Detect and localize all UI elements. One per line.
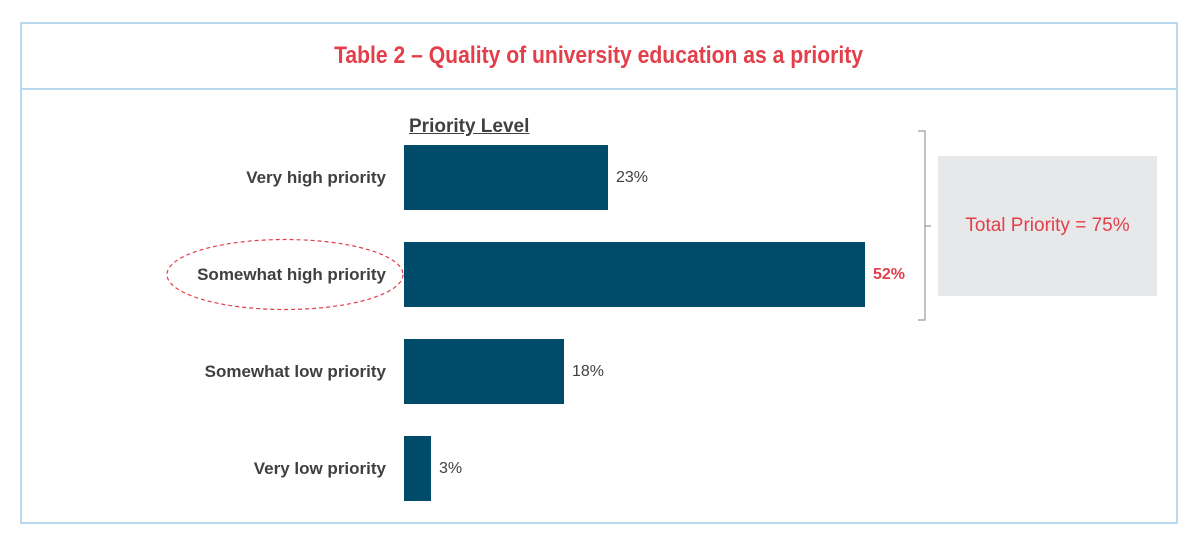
bar-very-high-priority: [404, 145, 608, 210]
category-label-somewhat-high-priority: Somewhat high priority: [197, 264, 386, 284]
value-label-somewhat-low-priority: 18%: [572, 362, 605, 380]
summary-text: Total Priority = 75%: [965, 215, 1130, 236]
chart-frame: Table 2 – Quality of university educatio…: [20, 22, 1178, 524]
bar-very-low-priority: [404, 436, 431, 501]
summary-box: Total Priority = 75%: [938, 156, 1157, 296]
bracket: [918, 130, 931, 321]
legend-title: Priority Level: [409, 116, 530, 137]
category-label-very-high-priority: Very high priority: [246, 167, 386, 187]
category-label-somewhat-low-priority: Somewhat low priority: [204, 361, 386, 381]
title-bar: Table 2 – Quality of university educatio…: [22, 24, 1176, 90]
highlight-ellipse: [166, 238, 404, 311]
value-label-somewhat-high-priority: 52%: [873, 265, 906, 283]
category-label-very-low-priority: Very low priority: [253, 458, 386, 478]
value-label-very-high-priority: 23%: [616, 168, 649, 186]
value-label-very-low-priority: 3%: [439, 459, 463, 477]
bar-somewhat-high-priority: [404, 242, 865, 307]
chart-title: Table 2 – Quality of university educatio…: [334, 42, 864, 69]
bar-somewhat-low-priority: [404, 339, 564, 404]
